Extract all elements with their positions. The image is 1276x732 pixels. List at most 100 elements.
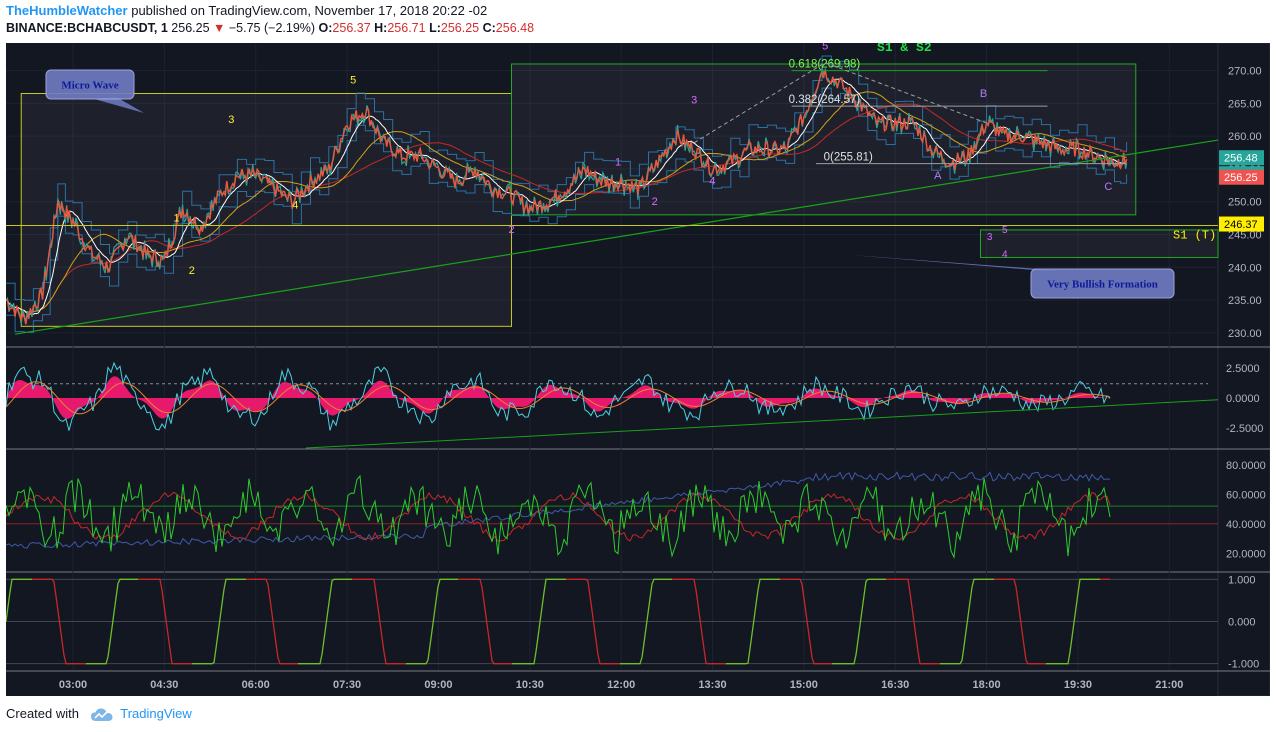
wave-dashed-line [693,62,987,144]
wave-label-yellow: 2 [189,265,195,277]
time-axis-label: 12:00 [607,679,635,691]
rsi-blue-line [6,471,1111,549]
oscillator-axis-label: -2.5000 [1226,423,1263,435]
close-label: C: [482,21,496,35]
last-price: 256.25 [171,21,210,35]
time-axis-label: 13:30 [698,679,726,691]
open-label: O: [318,21,333,35]
tradingview-cloud-icon [90,708,113,721]
bullish-callout-box [1030,268,1175,299]
wave-label-purple: 2 [652,196,658,208]
rsi-axis-label: 80.0000 [1226,460,1266,472]
fib-level-label: 0(255.81) [824,152,873,164]
publish-info: published on TradingView.com, November 1… [131,3,488,18]
abc-wave-label: A [934,170,942,182]
symbol-name[interactable]: BINANCE:BCHABCUSDT, 1 [6,21,168,35]
stochastic-falling-line [32,578,1110,665]
bullish-callout: Very Bullish Formation [851,255,1175,299]
oscillator-slow-line [6,381,1111,415]
price-axis-label: 250.00 [1228,197,1262,209]
stochastic-axis-label: 1.000 [1228,574,1256,586]
wave-label-yellow: 5 [350,75,356,87]
wave-label-purple: 1 [615,157,621,169]
support-trend-line [15,139,1219,335]
time-axis-label: 19:30 [1064,679,1092,691]
formation-wave-label: 4 [1002,249,1008,260]
price-badge [1219,169,1264,185]
rsi-axis-label: 60.0000 [1226,489,1266,501]
time-axis-label: 18:00 [972,679,1000,691]
micro-wave-callout-box [45,69,135,100]
price-line [6,69,1128,325]
s1-level-label: S1 (T) [1173,229,1216,243]
low-value: 256.25 [440,21,480,35]
formation-wave-label: 3 [987,232,993,243]
oscillator-axis-label: 2.5000 [1226,363,1260,375]
oscillator-histogram [6,376,1111,419]
rsi-axis-label: 40.0000 [1226,519,1266,531]
price-badge-label: 246.37 [1224,219,1258,231]
fib-level-label: 0.382(264.57) [789,94,861,106]
s1-s2-label: S1 & S2 [877,43,932,55]
oscillator-fast-line [6,361,1111,431]
low-label: L: [429,21,441,35]
price-badge [1219,150,1264,166]
price-badge [1219,216,1264,232]
time-axis-label: 10:30 [516,679,544,691]
time-axis-label: 15:00 [790,679,818,691]
micro-wave-callout-pointer [94,97,144,113]
time-axis-label: 06:00 [242,679,270,691]
abc-wave-label: B [980,88,987,100]
conversion-line [6,67,1128,325]
footer: Created with TradingView [6,706,192,722]
close-value: 256.48 [495,21,535,35]
micro-wave-box [20,93,513,327]
rsi-green-line [6,474,1111,559]
wave-label-yellow: 1 [173,212,179,224]
price-change: −5.75 (−2.19%) [228,21,316,35]
price-axis-label: 270.00 [1228,66,1262,78]
wave-label-purple: 5 [822,43,828,53]
formation-wave-label: 5 [1002,225,1008,236]
micro-wave-callout: Micro Wave [45,69,144,113]
stochastic-axis-label: 0.000 [1228,617,1256,629]
fib-level-label: 0.618(269.98) [789,59,861,71]
kumo-upper-line [6,55,1128,301]
bullish-formation-box [979,229,1219,258]
wave-label-purple: 3 [691,94,697,106]
time-axis-label: 04:30 [150,679,178,691]
created-with-text: Created with [6,706,79,721]
oscillator-axis-label: 0.0000 [1226,393,1260,405]
price-badge-label: 256.25 [1224,172,1258,184]
stochastic-axis-label: -1.000 [1228,659,1259,671]
rsi-axis-label: 20.0000 [1226,548,1266,560]
ma-mid-line [6,91,1127,313]
high-value: 256.71 [387,21,426,35]
time-axis-label: 03:00 [59,679,87,691]
oscillator-trend-line [305,399,1219,449]
publish-line: TheHumbleWatcher published on TradingVie… [6,3,487,18]
time-axis-label: 21:00 [1155,679,1183,691]
open-value: 256.37 [332,21,371,35]
price-axis-label: 245.00 [1228,230,1262,242]
time-axis-label: 16:30 [881,679,909,691]
wave-label-yellow: 3 [228,114,234,126]
wave-label-yellow: 4 [292,199,298,211]
chart-area[interactable]: 03:00 04:30 06:00 07:30 09:00 10:30 12:00 13:30… [6,43,1270,696]
chart-background [6,43,1270,696]
tradingview-link[interactable]: TradingView [120,706,192,721]
high-label: H: [374,21,388,35]
wave-label-purple: 4 [709,176,715,188]
price-chart[interactable]: 03:00 04:30 06:00 07:30 09:00 10:30 12:00 13:30… [6,43,1270,696]
price-axis-label: 240.00 [1228,262,1262,274]
bullish-callout-text: Very Bullish Formation [1047,279,1158,291]
price-axis-label: 265.00 [1228,98,1262,110]
abc-wave-label: C [1104,181,1112,193]
bullish-callout-pointer [851,255,1066,271]
time-axis-label: 07:30 [333,679,361,691]
down-arrow-icon: ▼ [213,21,226,35]
wave-label-purple: 2 [508,224,514,236]
author-link[interactable]: TheHumbleWatcher [6,3,128,18]
micro-wave-callout-text: Micro Wave [61,80,118,92]
price-axis-label: 230.00 [1228,328,1262,340]
